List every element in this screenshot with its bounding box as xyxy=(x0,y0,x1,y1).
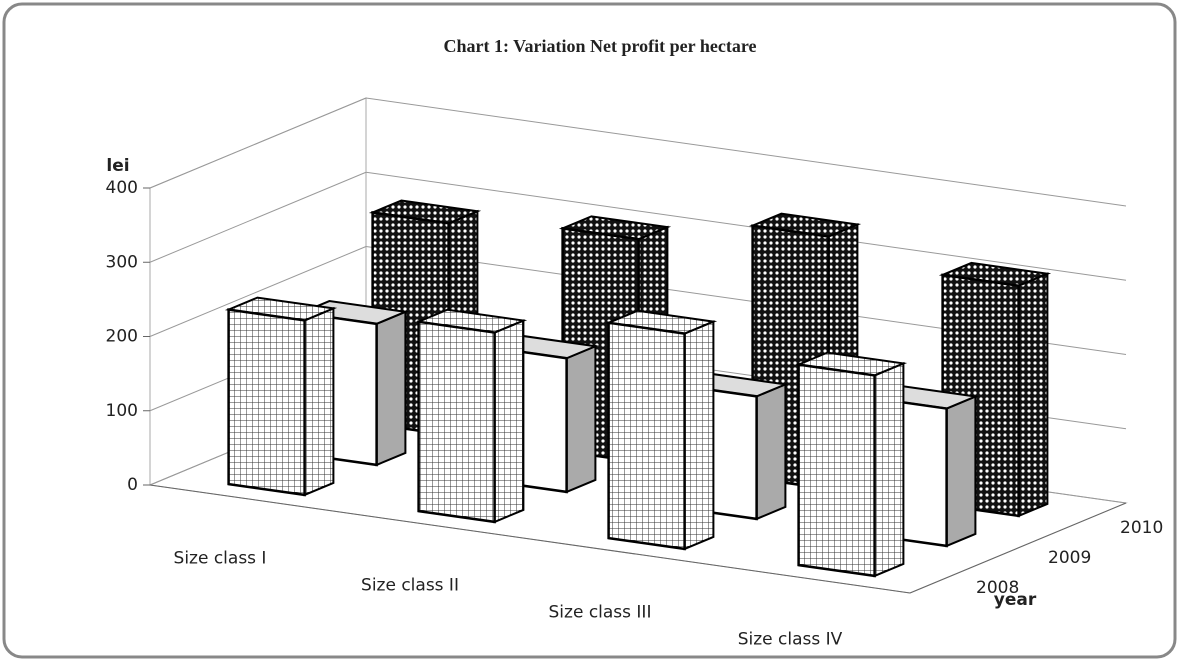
chart-title: Chart 1: Variation Net profit per hectar… xyxy=(444,36,757,56)
x-tick-label: Size class I xyxy=(174,549,267,569)
y-tick-label: 400 xyxy=(106,178,138,198)
bar xyxy=(607,321,686,551)
bar-side xyxy=(303,306,335,497)
z-axis-label: year xyxy=(994,590,1037,610)
bar-side xyxy=(945,395,977,548)
x-tick-label: Size class IV xyxy=(738,630,843,650)
y-tick-label: 0 xyxy=(127,475,138,495)
grid-line xyxy=(149,246,367,337)
bar-side xyxy=(493,319,525,524)
bar-side xyxy=(565,344,597,494)
z-axis xyxy=(909,502,1127,594)
bar xyxy=(797,363,876,578)
x-axis xyxy=(149,484,911,594)
y-tick-label: 300 xyxy=(106,252,138,272)
bar xyxy=(417,320,496,524)
z-tick-label: 2009 xyxy=(1048,548,1091,568)
bar-side xyxy=(375,310,407,467)
x-tick-label: Size class III xyxy=(549,603,652,623)
bar xyxy=(227,308,306,497)
grid-line xyxy=(149,97,367,189)
grid-line xyxy=(149,171,367,263)
y-axis-label: lei xyxy=(106,156,129,176)
bar-side xyxy=(1017,272,1049,518)
grid-line xyxy=(365,97,1127,207)
y-tick-label: 100 xyxy=(106,401,138,421)
bar-side xyxy=(873,361,905,578)
x-tick-label: Size class II xyxy=(361,576,459,596)
y-tick-label: 200 xyxy=(106,327,138,347)
bar-side xyxy=(755,382,787,521)
z-tick-label: 2010 xyxy=(1120,518,1163,538)
z-tick-label: 2008 xyxy=(976,578,1019,598)
bar-side xyxy=(683,320,715,551)
grid-line xyxy=(365,171,1127,281)
